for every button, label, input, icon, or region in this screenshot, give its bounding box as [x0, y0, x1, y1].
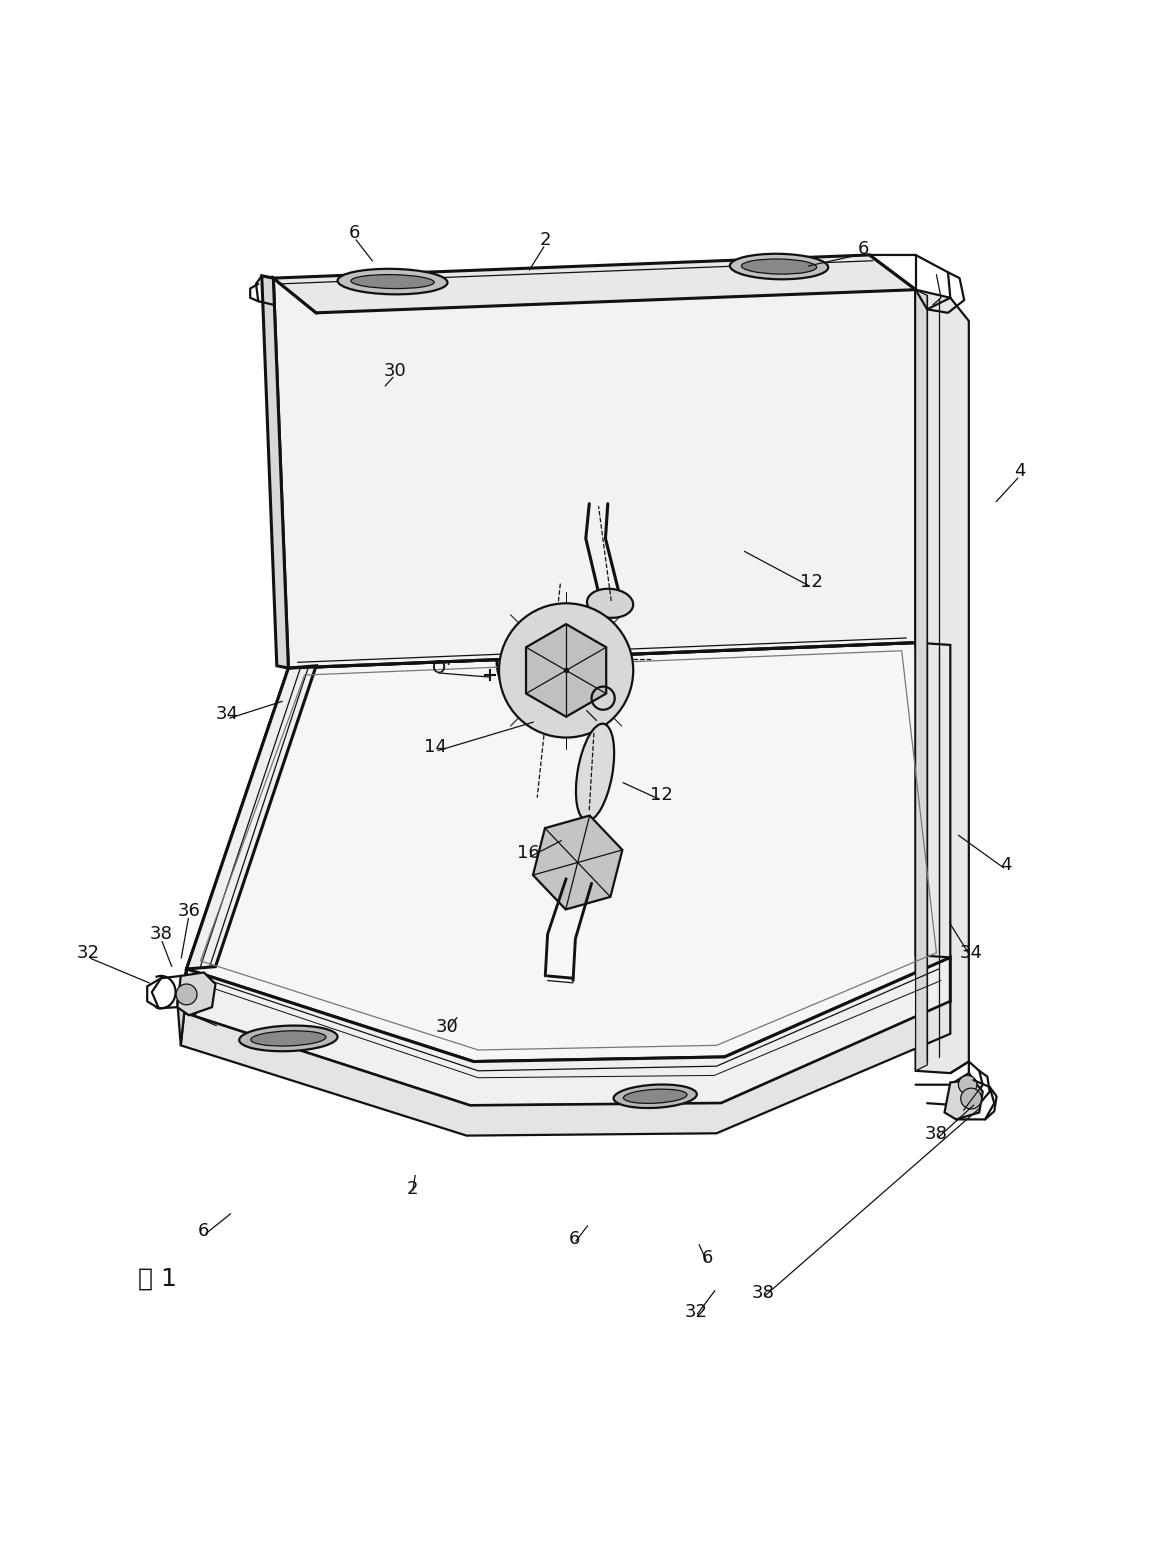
Text: 图 1: 图 1	[138, 1268, 177, 1291]
Text: 36: 36	[177, 902, 201, 921]
Polygon shape	[915, 642, 950, 958]
Text: 6: 6	[198, 1222, 210, 1239]
Polygon shape	[262, 275, 289, 667]
Ellipse shape	[741, 259, 817, 274]
Circle shape	[960, 1088, 981, 1110]
Text: 6: 6	[349, 224, 360, 242]
Text: 34: 34	[216, 705, 239, 724]
Polygon shape	[177, 969, 187, 1046]
Polygon shape	[187, 666, 317, 969]
Text: 6: 6	[702, 1249, 713, 1268]
Text: 34: 34	[959, 944, 983, 961]
Text: 12: 12	[650, 786, 673, 805]
Circle shape	[499, 603, 633, 738]
Polygon shape	[274, 255, 915, 667]
Text: 38: 38	[150, 925, 173, 942]
Text: 38: 38	[752, 1283, 774, 1302]
Polygon shape	[187, 642, 950, 1061]
Circle shape	[958, 1075, 977, 1094]
Text: 4: 4	[1014, 463, 1025, 480]
Ellipse shape	[239, 1025, 338, 1052]
Circle shape	[176, 985, 197, 1005]
Text: 32: 32	[684, 1302, 708, 1321]
Text: O: O	[585, 681, 599, 700]
Text: 4: 4	[1000, 857, 1012, 874]
Ellipse shape	[350, 275, 434, 289]
Ellipse shape	[338, 269, 448, 294]
Polygon shape	[532, 816, 623, 910]
Text: 14: 14	[423, 738, 447, 756]
Text: 2: 2	[406, 1180, 418, 1197]
Text: O': O'	[432, 660, 451, 677]
Polygon shape	[525, 624, 607, 717]
Text: 16: 16	[516, 844, 539, 863]
Polygon shape	[274, 255, 915, 313]
Ellipse shape	[251, 1030, 326, 1046]
Text: 2: 2	[539, 231, 551, 249]
Ellipse shape	[614, 1085, 697, 1108]
Text: 36: 36	[950, 1099, 973, 1118]
Text: 32: 32	[77, 944, 100, 961]
Polygon shape	[915, 289, 969, 1074]
Ellipse shape	[730, 253, 828, 280]
Text: 6: 6	[187, 1002, 198, 1019]
Ellipse shape	[575, 724, 614, 821]
Text: 30: 30	[435, 1018, 458, 1036]
Polygon shape	[181, 1002, 950, 1136]
Text: 6: 6	[858, 241, 869, 258]
Ellipse shape	[587, 589, 633, 617]
Polygon shape	[915, 289, 927, 1071]
Text: 12: 12	[800, 574, 822, 591]
Text: 30: 30	[384, 361, 406, 380]
Text: 38: 38	[925, 1125, 948, 1144]
Ellipse shape	[623, 1089, 687, 1103]
Text: 10: 10	[587, 710, 610, 727]
Polygon shape	[944, 1080, 983, 1119]
Polygon shape	[177, 972, 216, 1016]
Text: 6: 6	[568, 1230, 580, 1247]
Polygon shape	[184, 958, 950, 1105]
